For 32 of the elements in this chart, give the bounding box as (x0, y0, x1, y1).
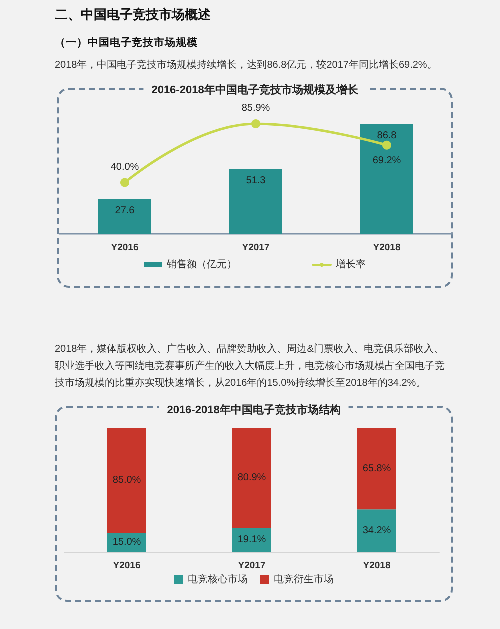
legend-label: 增长率 (335, 258, 366, 270)
bar (108, 428, 146, 534)
chart-title: 2016-2018年中国电子竞技市场规模及增长 (152, 84, 360, 96)
x-tick-label: Y2016 (111, 242, 139, 254)
x-tick-label: Y2018 (363, 560, 391, 572)
text: 2018年，中国电子竞技市场规模持续增长，达到86.8亿元，较2017年同比增长69.2%。 (55, 58, 438, 73)
data-label: 51.3 (246, 175, 266, 186)
data-label: 27.6 (115, 206, 136, 217)
data-label: 34.2% (362, 525, 392, 536)
bar (358, 428, 396, 510)
bar (232, 428, 272, 528)
data-label: 40.0% (110, 162, 140, 173)
text: 2018年，媒体版权收入、广告收入、品牌赞助收入、周边&门票收入、电竞俱乐部收入、职业选手收入等围绕电竞赛事所产生的收入大幅度上升，电竞核心市场规模占全国电子竞技市场规模的比重亦实现快速增长，从2016年的15.0%持续增长至2018年的34.2%。 (55, 342, 446, 391)
data-label: 86.8 (377, 130, 398, 142)
x-tick-label: Y2018 (373, 242, 401, 254)
text: 二、中国电子竞技市场概述 (55, 6, 212, 24)
data-label: 85.9% (242, 103, 270, 114)
legend-label: 销售额（亿元） (166, 258, 237, 270)
x-tick-label: Y2016 (113, 560, 141, 572)
data-label: 15.0% (112, 537, 142, 548)
text: （一）中国电子竞技市场规模 (55, 36, 199, 51)
data-label: 19.1% (238, 534, 266, 546)
x-tick-label: Y2017 (238, 560, 266, 572)
x-tick-label: Y2017 (242, 242, 270, 254)
data-label: 69.2% (372, 155, 402, 166)
legend-label: 电竞核心市场 (188, 574, 248, 586)
chart-title: 2016-2018年中国电子竞技市场结构 (167, 404, 341, 416)
data-label: 65.8% (362, 463, 392, 474)
bar (358, 510, 396, 552)
legend-label: 电竞衍生市场 (274, 574, 334, 586)
data-label: 80.9% (238, 472, 266, 484)
data-label: 85.0% (112, 475, 142, 486)
